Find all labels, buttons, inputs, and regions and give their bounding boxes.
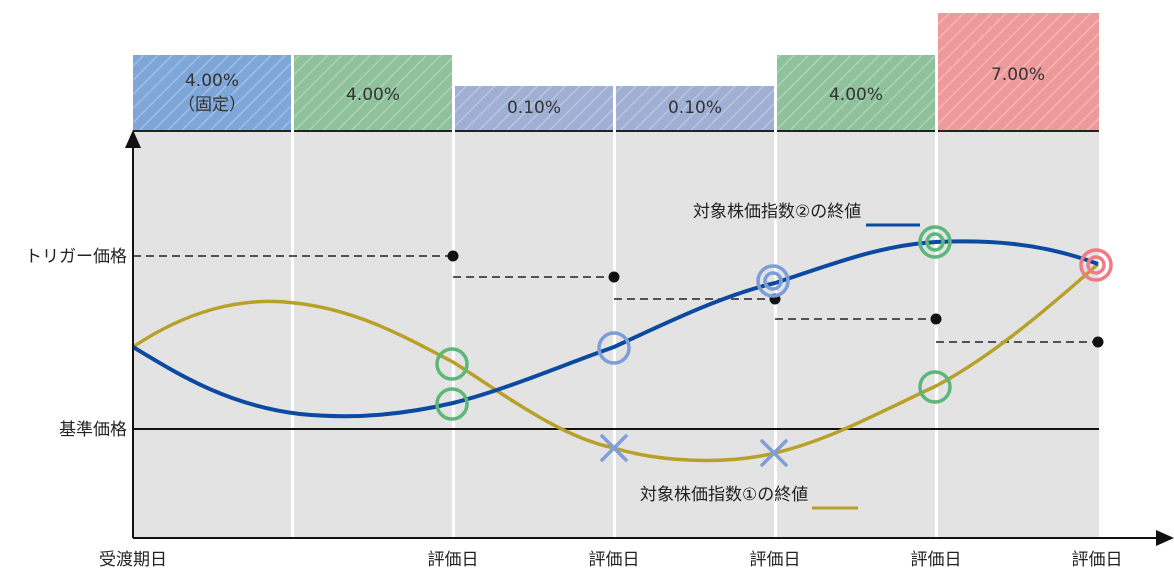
period-separators xyxy=(291,55,938,538)
index2-curve xyxy=(131,239,1099,419)
coupon-box-2: 4.00% xyxy=(294,55,452,131)
coupon-rate-3: 0.10% xyxy=(507,98,561,118)
cross-icon xyxy=(760,439,788,467)
double-marker-blue-outer xyxy=(756,264,790,298)
coupon-box-6: 7.00% xyxy=(938,13,1099,131)
miss-markers xyxy=(600,434,788,467)
hit-marker-green xyxy=(918,370,952,404)
eval-date-label-2: 評価日 xyxy=(589,550,640,570)
delivery-date-label: 受渡期日 xyxy=(99,550,167,570)
coupon-box-4: 0.10% xyxy=(616,86,774,131)
trigger-dots xyxy=(447,250,1104,348)
index1-legend-label: 対象株価指数①の終値 xyxy=(640,485,808,505)
double-marker-red-outer xyxy=(1079,248,1113,282)
eval-date-label-3: 評価日 xyxy=(750,550,801,570)
coupon-box-1: 4.00% （固定） xyxy=(133,55,291,131)
coupon-rate-4: 0.10% xyxy=(668,98,722,118)
hit-marker-green xyxy=(435,347,469,381)
hit-marker-blue xyxy=(597,331,631,365)
coupon-box-3: 0.10% xyxy=(455,86,613,131)
markers xyxy=(435,225,1113,421)
coupon-row: 4.00% （固定） 4.00% 0.10% 0.10% 4.00% 7.00% xyxy=(133,13,1099,131)
coupon-box-5: 4.00% xyxy=(777,55,935,131)
double-marker-green-inner xyxy=(925,232,945,252)
trigger-price-label: トリガー価格 xyxy=(25,247,127,267)
coupon-rate-2: 4.00% xyxy=(346,85,400,105)
base-price-label: 基準価格 xyxy=(59,420,127,440)
hit-marker-green xyxy=(435,387,469,421)
trigger-steps xyxy=(133,255,1098,343)
cross-icon xyxy=(600,434,628,462)
eval-date-label-4: 評価日 xyxy=(911,550,962,570)
coupon-rate-6: 7.00% xyxy=(991,65,1045,85)
axes xyxy=(125,130,1174,546)
coupon-rate-1: 4.00% xyxy=(185,71,239,91)
eval-date-label-5: 評価日 xyxy=(1072,550,1123,570)
double-marker-blue-inner xyxy=(763,271,783,291)
double-marker-red-inner xyxy=(1086,255,1106,275)
eval-date-label-1: 評価日 xyxy=(428,550,479,570)
index2-legend-label: 対象株価指数②の終値 xyxy=(693,202,861,222)
coupon-fixed-note: （固定） xyxy=(178,95,246,115)
double-marker-green-outer xyxy=(918,225,952,259)
coupon-rate-5: 4.00% xyxy=(829,85,883,105)
